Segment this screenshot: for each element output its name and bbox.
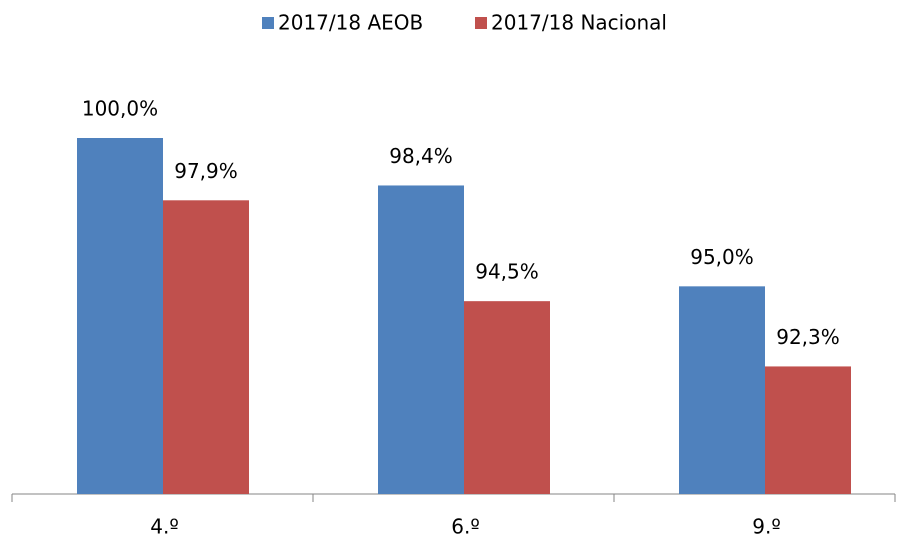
value-label: 100,0%: [82, 97, 158, 121]
legend-label: 2017/18 Nacional: [491, 11, 667, 35]
bar: [765, 366, 851, 494]
bar: [378, 185, 464, 494]
value-label: 98,4%: [389, 144, 453, 168]
x-tick-label: 6.º: [451, 515, 480, 539]
legend-label: 2017/18 AEOB: [278, 11, 423, 35]
value-label: 94,5%: [475, 260, 539, 284]
bar: [679, 286, 765, 494]
legend-swatch: [475, 17, 487, 29]
value-label: 97,9%: [174, 159, 238, 183]
value-label: 92,3%: [776, 325, 840, 349]
x-tick-label: 9.º: [752, 515, 781, 539]
bar: [77, 138, 163, 494]
bar: [464, 301, 550, 494]
x-tick-label: 4.º: [150, 515, 179, 539]
bar: [163, 200, 249, 495]
value-label: 95,0%: [690, 245, 754, 269]
legend-swatch: [262, 17, 274, 29]
